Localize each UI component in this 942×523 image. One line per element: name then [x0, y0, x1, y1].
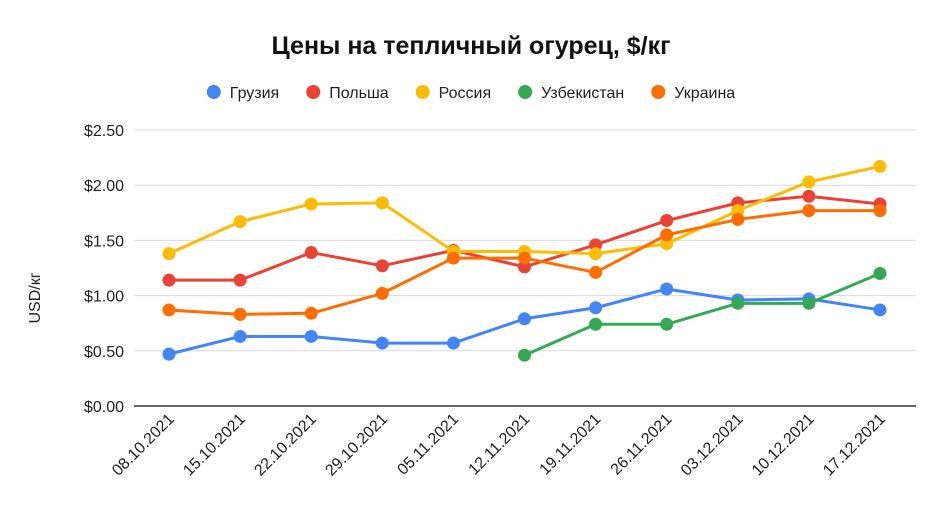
legend-label: Польша — [329, 85, 389, 102]
data-point — [660, 228, 674, 242]
data-point — [802, 175, 816, 189]
legend-marker — [306, 85, 321, 99]
y-tick-label: $2.00 — [84, 178, 124, 195]
data-point — [802, 296, 816, 310]
data-point — [162, 347, 176, 361]
series-2 — [162, 159, 887, 261]
data-point — [660, 317, 674, 331]
data-point — [518, 348, 531, 362]
x-tick-label: 12.11.2021 — [466, 411, 534, 479]
data-point — [233, 329, 247, 343]
legend-item: Украина — [651, 85, 735, 102]
legend-label: Россия — [439, 85, 491, 102]
data-point — [873, 303, 887, 317]
data-point — [873, 204, 887, 218]
x-axis-ticks: 08.10.2021 15.10.2021 22.10.2021 29.10.2021… — [109, 411, 889, 480]
x-tick-label: 29.10.2021 — [322, 411, 391, 480]
legend-label: Украина — [674, 85, 735, 102]
data-point — [304, 306, 318, 320]
legend: Грузия Польша Россия Узбекистан Украина — [206, 85, 735, 102]
y-tick-label: $0.00 — [84, 399, 124, 416]
x-tick-label: 17.12.2021 — [820, 411, 889, 480]
data-point — [660, 214, 674, 228]
data-point — [304, 329, 318, 343]
series-layer — [162, 159, 887, 362]
legend-marker — [518, 85, 533, 99]
data-point — [446, 336, 460, 350]
x-tick-label: 15.10.2021 — [180, 411, 249, 480]
legend-item: Россия — [415, 85, 491, 102]
legend-label: Грузия — [230, 85, 279, 102]
x-tick-label: 05.11.2021 — [394, 411, 462, 479]
data-point — [873, 267, 887, 281]
data-point — [589, 301, 603, 315]
legend-item: Узбекистан — [518, 85, 624, 102]
data-point — [731, 212, 745, 226]
data-point — [233, 273, 247, 287]
data-point — [162, 303, 176, 317]
x-tick-label: 22.10.2021 — [251, 411, 320, 480]
data-point — [589, 247, 603, 261]
x-tick-label: 10.12.2021 — [749, 411, 818, 480]
data-point — [802, 189, 816, 203]
series-0 — [162, 282, 887, 361]
data-point — [589, 317, 603, 331]
legend-marker — [206, 85, 221, 99]
legend-label: Узбекистан — [541, 85, 624, 102]
data-point — [518, 251, 531, 265]
y-tick-label: $1.00 — [84, 289, 124, 306]
y-axis-label: USD/кг — [27, 272, 44, 323]
series-4 — [162, 204, 887, 321]
legend-marker — [415, 85, 430, 99]
data-point — [589, 265, 603, 279]
x-tick-label: 26.11.2021 — [608, 411, 676, 479]
grid-lines — [134, 129, 916, 352]
series-3 — [518, 267, 887, 362]
x-tick-label: 08.10.2021 — [109, 411, 178, 480]
data-point — [731, 296, 745, 310]
data-point — [162, 273, 176, 287]
x-tick-label: 03.12.2021 — [678, 411, 747, 480]
data-point — [802, 204, 816, 218]
data-point — [375, 286, 389, 300]
y-tick-label: $0.50 — [84, 344, 124, 361]
legend-marker — [651, 85, 666, 99]
data-point — [304, 246, 318, 260]
data-point — [446, 251, 460, 265]
data-point — [660, 282, 674, 296]
legend-item: Грузия — [206, 85, 279, 102]
y-tick-label: $1.50 — [84, 233, 124, 250]
series-1 — [162, 189, 887, 287]
data-point — [375, 259, 389, 273]
x-tick-label: 19.11.2021 — [537, 411, 605, 479]
series-line — [523, 272, 881, 357]
data-point — [375, 336, 389, 350]
y-tick-label: $2.50 — [84, 123, 124, 140]
data-point — [233, 215, 247, 229]
data-point — [375, 196, 389, 210]
data-point — [873, 159, 887, 173]
data-point — [304, 197, 318, 211]
data-point — [233, 307, 247, 321]
legend-item: Польша — [306, 85, 389, 102]
y-axis-ticks: $0.00 $0.50 $1.00 $1.50 $2.00 $2.50 — [84, 123, 124, 416]
data-point — [518, 312, 531, 326]
chart-title: Цены на тепличный огурец, $/кг — [271, 32, 670, 60]
data-point — [162, 247, 176, 261]
